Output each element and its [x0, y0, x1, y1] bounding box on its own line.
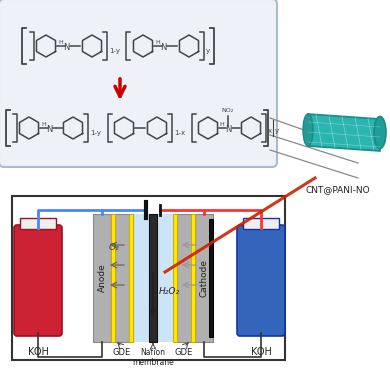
- Text: KOH: KOH: [250, 347, 271, 357]
- Text: x: x: [268, 128, 272, 134]
- Text: y: y: [206, 48, 210, 54]
- Text: y: y: [275, 128, 279, 134]
- Text: H₂O₂: H₂O₂: [159, 288, 180, 296]
- Text: H: H: [156, 39, 160, 44]
- Text: H: H: [42, 122, 46, 127]
- Bar: [173, 214, 177, 342]
- Text: H: H: [58, 39, 63, 44]
- Bar: [191, 214, 195, 342]
- Text: N: N: [46, 124, 52, 133]
- Bar: [111, 214, 115, 342]
- Text: 1-y: 1-y: [109, 48, 120, 54]
- Bar: [20, 218, 56, 229]
- Text: CNT@PANI-NO: CNT@PANI-NO: [305, 185, 370, 194]
- Text: GDE: GDE: [113, 348, 131, 357]
- Ellipse shape: [374, 116, 386, 149]
- Bar: [243, 218, 279, 229]
- FancyBboxPatch shape: [237, 225, 285, 336]
- Text: Nafion
membrane: Nafion membrane: [132, 348, 174, 367]
- Bar: [129, 214, 177, 342]
- Text: GDE: GDE: [175, 348, 193, 357]
- Polygon shape: [308, 114, 380, 151]
- Bar: [209, 219, 213, 337]
- Bar: [195, 214, 213, 342]
- Text: H: H: [220, 122, 224, 127]
- Text: N: N: [225, 124, 231, 133]
- Text: 1-y: 1-y: [90, 130, 101, 136]
- Text: KOH: KOH: [28, 347, 48, 357]
- Text: N: N: [160, 42, 166, 52]
- Bar: [115, 214, 133, 342]
- FancyBboxPatch shape: [14, 225, 62, 336]
- FancyBboxPatch shape: [0, 0, 277, 167]
- Text: NO₂: NO₂: [222, 108, 234, 113]
- Text: Cathode: Cathode: [200, 259, 209, 297]
- Bar: [12, 196, 285, 360]
- Text: O₂: O₂: [109, 243, 120, 252]
- Text: N: N: [63, 42, 69, 52]
- Bar: [149, 214, 157, 342]
- Text: 1-x: 1-x: [174, 130, 185, 136]
- Bar: [177, 214, 195, 342]
- Bar: [93, 214, 111, 342]
- Ellipse shape: [303, 114, 313, 146]
- Text: Anode: Anode: [98, 264, 106, 292]
- Bar: [129, 214, 133, 342]
